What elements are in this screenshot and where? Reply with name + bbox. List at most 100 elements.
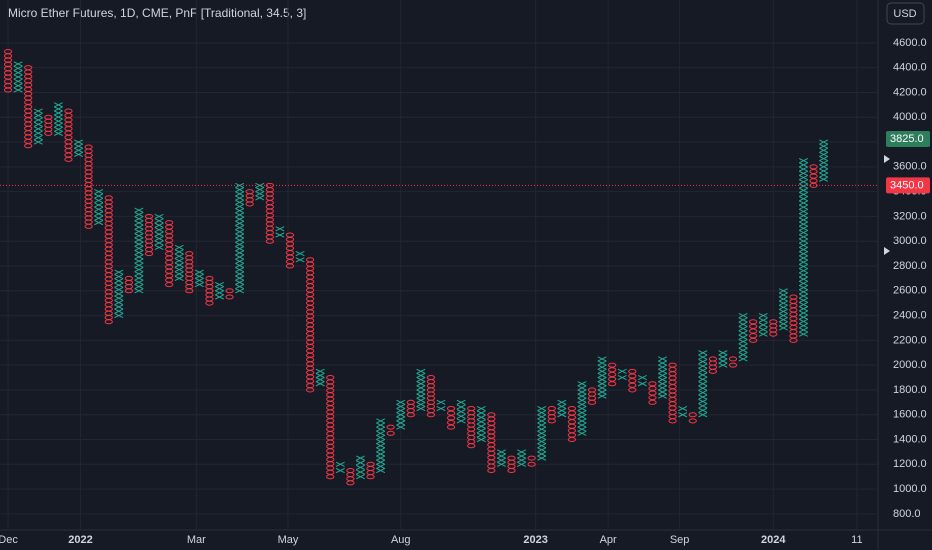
x-box bbox=[718, 354, 728, 360]
x-box bbox=[235, 233, 245, 239]
o-column bbox=[749, 319, 758, 343]
x-box bbox=[496, 457, 506, 463]
x-box bbox=[476, 436, 486, 443]
x-box bbox=[496, 453, 506, 459]
x-box bbox=[617, 368, 627, 374]
x-column bbox=[174, 244, 184, 281]
x-box bbox=[698, 398, 708, 405]
o-box bbox=[567, 406, 577, 412]
x-column bbox=[758, 312, 768, 337]
x-box bbox=[819, 151, 829, 158]
x-box bbox=[376, 434, 386, 441]
x-box bbox=[517, 453, 527, 459]
x-box bbox=[33, 117, 43, 123]
o-box bbox=[749, 337, 758, 343]
x-box bbox=[396, 399, 406, 405]
x-box bbox=[698, 385, 708, 391]
x-box bbox=[134, 220, 144, 226]
x-box bbox=[698, 376, 708, 382]
x-box bbox=[376, 447, 386, 453]
x-box bbox=[698, 407, 708, 413]
x-box bbox=[114, 308, 124, 314]
x-box bbox=[114, 282, 124, 288]
o-column bbox=[587, 387, 597, 405]
x-box bbox=[74, 151, 84, 158]
x-box bbox=[235, 203, 245, 210]
o-column bbox=[265, 182, 274, 244]
x-box bbox=[154, 231, 164, 237]
x-box bbox=[738, 325, 748, 332]
x-box bbox=[33, 108, 43, 114]
o-column bbox=[64, 108, 73, 162]
o-box bbox=[527, 461, 536, 467]
currency-label[interactable]: USD bbox=[893, 8, 916, 20]
o-box bbox=[225, 294, 234, 300]
o-box bbox=[487, 412, 496, 418]
o-box bbox=[346, 467, 355, 474]
x-box bbox=[758, 326, 768, 333]
x-box bbox=[476, 423, 486, 429]
o-box bbox=[104, 195, 113, 201]
x-box bbox=[13, 78, 23, 84]
x-box bbox=[738, 334, 748, 340]
x-box bbox=[114, 299, 124, 306]
o-box bbox=[769, 319, 778, 325]
x-box bbox=[577, 430, 587, 436]
o-box bbox=[245, 189, 254, 195]
o-box bbox=[144, 213, 154, 219]
x-box bbox=[658, 372, 668, 379]
x-box bbox=[114, 291, 124, 297]
x-box bbox=[114, 273, 124, 280]
y-tick-label: 800.0 bbox=[893, 508, 921, 520]
marker bbox=[884, 155, 890, 163]
o-column bbox=[44, 114, 53, 136]
y-tick-label: 2000.0 bbox=[893, 359, 927, 371]
x-box bbox=[53, 122, 63, 128]
x-box bbox=[658, 393, 668, 399]
x-box bbox=[355, 469, 365, 475]
o-box bbox=[84, 144, 93, 150]
x-box bbox=[235, 241, 245, 248]
x-box bbox=[235, 199, 245, 205]
x-box bbox=[597, 368, 607, 374]
x-box bbox=[416, 381, 426, 387]
x-box bbox=[698, 350, 708, 356]
x-box bbox=[819, 168, 829, 174]
x-box bbox=[778, 325, 788, 331]
o-box bbox=[426, 375, 436, 381]
x-box bbox=[819, 155, 829, 162]
x-box bbox=[476, 414, 486, 420]
x-box bbox=[235, 208, 245, 214]
x-column bbox=[577, 381, 587, 436]
o-column bbox=[648, 381, 657, 405]
x-column bbox=[154, 213, 164, 250]
x-box bbox=[214, 286, 225, 292]
x-box bbox=[134, 228, 144, 235]
x-box bbox=[658, 368, 668, 374]
x-column bbox=[496, 449, 506, 467]
x-box bbox=[778, 317, 788, 323]
x-box bbox=[355, 464, 365, 470]
o-column bbox=[507, 455, 516, 474]
x-column bbox=[315, 368, 325, 387]
x-box bbox=[798, 268, 808, 274]
x-box bbox=[537, 405, 547, 412]
x-column bbox=[416, 368, 426, 412]
x-box bbox=[194, 269, 204, 275]
y-tick-label: 2200.0 bbox=[893, 334, 927, 346]
x-box bbox=[798, 323, 808, 329]
x-box bbox=[174, 249, 184, 255]
x-tick-label: Dec bbox=[0, 534, 18, 546]
x-box bbox=[53, 106, 63, 112]
o-box bbox=[285, 232, 295, 238]
o-column bbox=[769, 319, 778, 337]
x-column bbox=[537, 405, 547, 461]
x-box bbox=[235, 288, 245, 294]
x-box bbox=[235, 220, 245, 226]
x-box bbox=[214, 281, 225, 288]
currency-button[interactable] bbox=[886, 2, 925, 25]
x-column bbox=[335, 461, 345, 474]
y-tick-label: 1400.0 bbox=[893, 433, 927, 445]
o-box bbox=[668, 362, 677, 368]
x-box bbox=[517, 461, 527, 467]
